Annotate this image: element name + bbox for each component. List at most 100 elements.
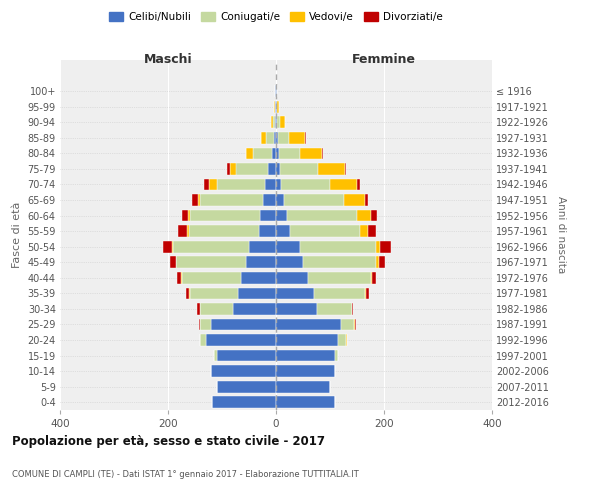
Bar [209, 178, 217, 190]
Bar [371, 210, 377, 222]
Bar [241, 272, 276, 283]
Bar [178, 226, 187, 237]
Bar [301, 148, 322, 159]
Bar [200, 318, 211, 330]
Bar [365, 194, 368, 206]
Bar [235, 163, 268, 174]
Text: Maschi: Maschi [143, 53, 193, 66]
Bar [271, 116, 273, 128]
Bar [289, 132, 305, 143]
Bar [217, 178, 265, 190]
Bar [263, 194, 276, 206]
Text: COMUNE DI CAMPLI (TE) - Dati ISTAT 1° gennaio 2017 - Elaborazione TUTTITALIA.IT: COMUNE DI CAMPLI (TE) - Dati ISTAT 1° ge… [12, 470, 359, 479]
Bar [230, 163, 235, 174]
Bar [163, 241, 172, 252]
Bar [265, 178, 276, 190]
Bar [317, 303, 352, 314]
Bar [276, 148, 278, 159]
Bar [276, 334, 338, 346]
Bar [276, 241, 301, 252]
Bar [247, 148, 253, 159]
Bar [330, 178, 357, 190]
Bar [380, 241, 391, 252]
Bar [275, 116, 276, 128]
Bar [355, 318, 356, 330]
Bar [193, 194, 198, 206]
Bar [176, 256, 247, 268]
Bar [249, 241, 276, 252]
Bar [284, 194, 343, 206]
Bar [276, 194, 284, 206]
Y-axis label: Anni di nascita: Anni di nascita [556, 196, 566, 274]
Bar [281, 178, 330, 190]
Bar [276, 256, 303, 268]
Bar [262, 132, 266, 143]
Bar [176, 272, 181, 283]
Bar [187, 288, 189, 299]
Bar [276, 226, 290, 237]
Bar [217, 350, 276, 362]
Bar [253, 148, 272, 159]
Bar [276, 163, 280, 174]
Text: Femmine: Femmine [352, 53, 416, 66]
Bar [200, 334, 206, 346]
Bar [188, 210, 190, 222]
Bar [259, 226, 276, 237]
Bar [199, 318, 200, 330]
Bar [376, 241, 380, 252]
Bar [290, 226, 360, 237]
Bar [190, 288, 238, 299]
Bar [357, 210, 371, 222]
Bar [280, 163, 318, 174]
Bar [182, 210, 188, 222]
Bar [365, 288, 366, 299]
Bar [204, 178, 209, 190]
Bar [200, 194, 263, 206]
Bar [372, 272, 376, 283]
Bar [187, 226, 188, 237]
Bar [276, 288, 314, 299]
Bar [308, 272, 371, 283]
Bar [376, 256, 379, 268]
Bar [322, 148, 323, 159]
Bar [276, 272, 308, 283]
Bar [278, 148, 301, 159]
Bar [345, 163, 346, 174]
Bar [276, 116, 277, 128]
Bar [276, 381, 330, 392]
Bar [276, 210, 287, 222]
Bar [278, 132, 289, 143]
Bar [197, 303, 200, 314]
Bar [314, 288, 365, 299]
Bar [276, 350, 335, 362]
Legend: Celibi/Nubili, Coniugati/e, Vedovi/e, Divorziati/e: Celibi/Nubili, Coniugati/e, Vedovi/e, Di… [105, 8, 447, 26]
Bar [190, 210, 260, 222]
Bar [287, 210, 357, 222]
Bar [182, 272, 241, 283]
Bar [238, 288, 276, 299]
Bar [198, 194, 200, 206]
Bar [200, 303, 233, 314]
Bar [273, 116, 275, 128]
Bar [211, 318, 276, 330]
Bar [301, 241, 376, 252]
Bar [173, 241, 249, 252]
Bar [276, 132, 278, 143]
Bar [338, 334, 346, 346]
Bar [341, 318, 354, 330]
Bar [217, 381, 276, 392]
Bar [335, 350, 338, 362]
Bar [276, 396, 335, 408]
Bar [276, 366, 335, 377]
Bar [379, 256, 385, 268]
Bar [233, 303, 276, 314]
Bar [206, 334, 276, 346]
Bar [247, 256, 276, 268]
Bar [352, 303, 353, 314]
Bar [211, 366, 276, 377]
Bar [214, 350, 217, 362]
Bar [212, 396, 276, 408]
Bar [266, 132, 274, 143]
Bar [303, 256, 376, 268]
Bar [274, 132, 276, 143]
